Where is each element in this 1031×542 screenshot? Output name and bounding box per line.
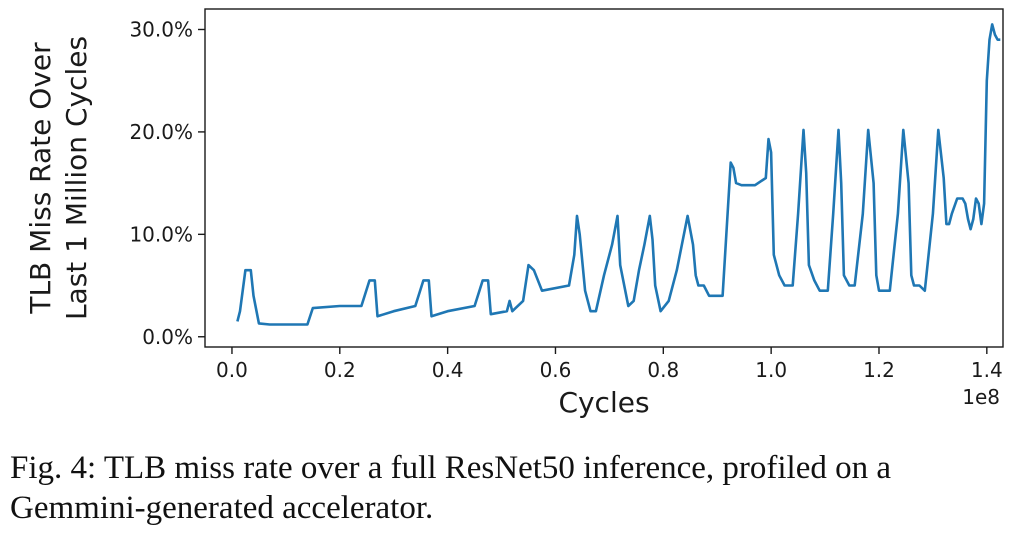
plot-frame [204, 8, 1004, 348]
x-tick-label: 0.0 [216, 358, 248, 382]
y-tick-label: 20.0% [129, 120, 193, 144]
x-tick-label: 0.8 [647, 358, 679, 382]
y-tick-label: 10.0% [129, 222, 193, 246]
y-tick-label: 30.0% [129, 17, 193, 41]
y-tick-label: 0.0% [142, 325, 193, 349]
x-axis-label: Cycles [558, 386, 649, 419]
y-axis-label-line-2: Last 1 Million Cycles [60, 36, 93, 320]
y-ticks: 0.0% 10.0% 20.0% 30.0% [129, 17, 205, 349]
series-line-tlb-miss-rate [236, 23, 1001, 326]
x-tick-label: 1.0 [755, 358, 787, 382]
chart: 0.0 0.2 0.4 0.6 0.8 1.0 1.2 1.4 0.0% 10.0% 20.0% 3… [24, 8, 1004, 419]
x-tick-label: 1.2 [863, 358, 895, 382]
x-tick-label: 1.4 [971, 358, 1003, 382]
x-tick-label: 0.6 [540, 358, 572, 382]
x-tick-label: 0.2 [324, 358, 356, 382]
y-axis-label-line-1: TLB Miss Rate Over [24, 42, 57, 315]
x-ticks: 0.0 0.2 0.4 0.6 0.8 1.0 1.2 1.4 [216, 347, 1003, 382]
figure-caption: Fig. 4: TLB miss rate over a full ResNet… [10, 450, 891, 526]
x-axis-offset-label: 1e8 [962, 385, 1000, 409]
x-tick-label: 0.4 [432, 358, 464, 382]
